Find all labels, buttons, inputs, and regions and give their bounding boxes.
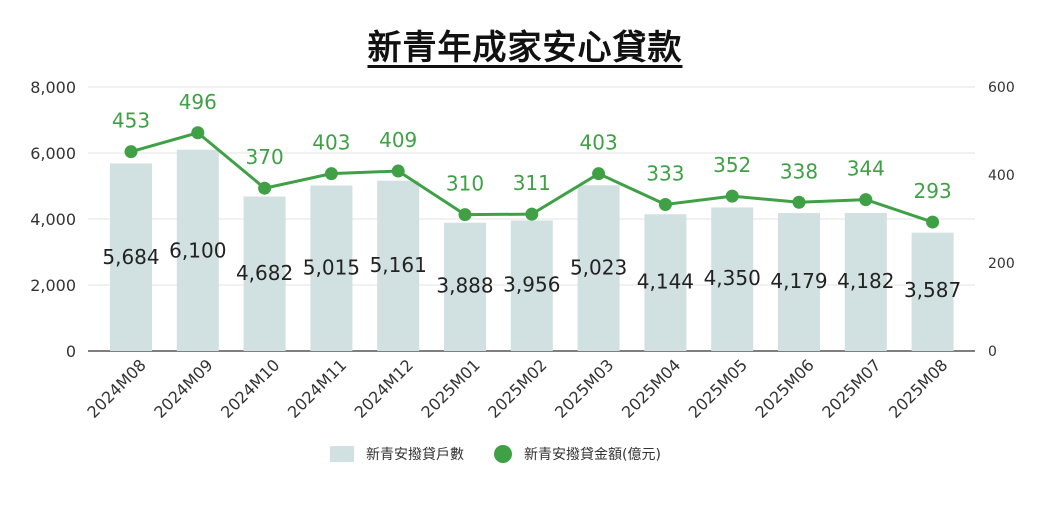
bar bbox=[510, 220, 553, 351]
line-value-label: 293 bbox=[914, 179, 952, 203]
line-value-label: 403 bbox=[580, 131, 618, 155]
legend-label-households: 新青安撥貸戶數 bbox=[366, 447, 464, 463]
bar bbox=[377, 180, 420, 351]
y-right-tick-label: 600 bbox=[988, 80, 1015, 96]
legend-dot-swatch bbox=[494, 445, 512, 463]
x-tick-label: 2025M08 bbox=[885, 355, 951, 421]
line-point bbox=[191, 126, 205, 140]
bar bbox=[711, 207, 754, 351]
bar bbox=[310, 185, 353, 351]
line-value-label: 403 bbox=[312, 131, 350, 155]
line-point bbox=[592, 167, 606, 181]
line-value-label: 352 bbox=[713, 153, 751, 177]
x-tick-label: 2025M07 bbox=[818, 355, 884, 421]
legend-bar-swatch bbox=[330, 446, 354, 462]
line-value-label: 344 bbox=[847, 157, 885, 181]
bar-value-label: 4,179 bbox=[770, 269, 827, 293]
bar bbox=[243, 196, 286, 351]
x-tick-label: 2025M02 bbox=[484, 355, 550, 421]
line-value-label: 409 bbox=[379, 128, 417, 152]
x-tick-label: 2025M05 bbox=[685, 355, 751, 421]
bar-value-label: 3,956 bbox=[503, 272, 560, 296]
y-right-tick-label: 0 bbox=[988, 344, 997, 360]
line-point bbox=[792, 195, 806, 209]
legend: 新青安撥貸戶數 新青安撥貸金額(億元) bbox=[330, 442, 691, 466]
bar bbox=[644, 214, 687, 351]
line-point bbox=[725, 189, 739, 203]
bar-value-label: 5,015 bbox=[303, 256, 360, 280]
chart-title: 新青年成家安心貸款 bbox=[367, 28, 683, 68]
bar-value-label: 3,888 bbox=[436, 273, 493, 297]
x-tick-label: 2024M12 bbox=[351, 355, 417, 421]
x-tick-label: 2024M11 bbox=[284, 355, 350, 421]
bar-value-label: 5,023 bbox=[570, 255, 627, 279]
x-tick-label: 2024M09 bbox=[150, 355, 216, 421]
line-point bbox=[458, 208, 472, 222]
y-right-tick-label: 400 bbox=[988, 168, 1015, 184]
y-left-tick-label: 6,000 bbox=[30, 144, 76, 163]
x-tick-label: 2024M10 bbox=[217, 355, 283, 421]
bar bbox=[577, 185, 620, 351]
bar-value-label: 4,144 bbox=[637, 269, 694, 293]
bar bbox=[778, 213, 820, 351]
x-tick-label: 2025M03 bbox=[551, 355, 617, 421]
line-value-label: 370 bbox=[246, 145, 284, 169]
line-point bbox=[324, 167, 338, 181]
x-tick-label: 2025M04 bbox=[618, 355, 684, 421]
line-point bbox=[926, 215, 940, 229]
bar-value-label: 5,161 bbox=[370, 253, 427, 277]
line-value-label: 333 bbox=[646, 161, 684, 185]
bar-value-label: 6,100 bbox=[169, 238, 226, 262]
line-point bbox=[258, 181, 272, 195]
legend-label-amount: 新青安撥貸金額(億元) bbox=[524, 447, 661, 463]
x-tick-label: 2024M08 bbox=[83, 355, 149, 421]
y-left-tick-label: 0 bbox=[66, 342, 76, 361]
line-point bbox=[391, 164, 405, 178]
bar-value-label: 5,684 bbox=[102, 245, 159, 269]
bar bbox=[844, 212, 887, 351]
line-point bbox=[124, 145, 138, 159]
line-value-label: 310 bbox=[446, 172, 484, 196]
x-tick-label: 2025M01 bbox=[417, 355, 483, 421]
line-point bbox=[658, 197, 672, 211]
bar-value-label: 4,182 bbox=[837, 269, 894, 293]
y-right-tick-label: 200 bbox=[988, 256, 1015, 272]
line-value-label: 496 bbox=[179, 90, 217, 114]
legend-item-amount: 新青安撥貸金額(億元) bbox=[494, 444, 661, 464]
line-point bbox=[525, 207, 539, 221]
y-left-tick-label: 8,000 bbox=[30, 78, 76, 97]
x-tick-label: 2025M06 bbox=[751, 355, 817, 421]
bar-value-label: 4,350 bbox=[704, 266, 761, 290]
y-left-tick-label: 4,000 bbox=[30, 210, 76, 229]
line-value-label: 453 bbox=[112, 109, 150, 133]
line-value-label: 311 bbox=[513, 171, 551, 195]
bar bbox=[911, 232, 954, 351]
bar bbox=[176, 149, 219, 351]
y-left-tick-label: 2,000 bbox=[30, 276, 76, 295]
bar-value-label: 4,682 bbox=[236, 261, 293, 285]
legend-item-households: 新青安撥貸戶數 bbox=[330, 444, 464, 464]
bar bbox=[110, 163, 152, 351]
bar-value-label: 3,587 bbox=[904, 278, 961, 302]
line-value-label: 338 bbox=[780, 159, 818, 183]
bar bbox=[444, 222, 486, 351]
line-point bbox=[859, 193, 873, 207]
